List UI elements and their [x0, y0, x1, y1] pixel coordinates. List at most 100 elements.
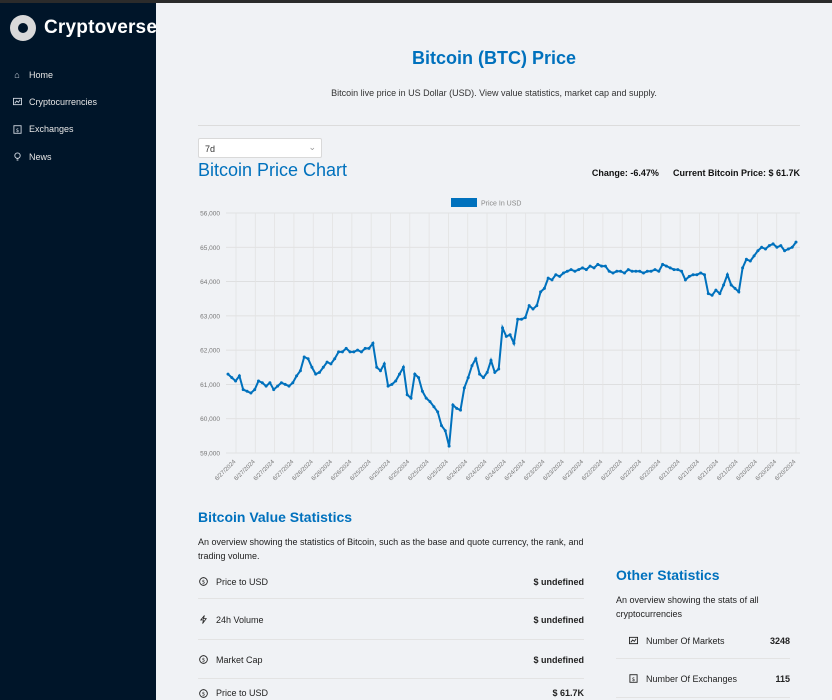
- price-data-point: [668, 266, 672, 270]
- price-data-point: [249, 391, 253, 395]
- price-data-point: [462, 386, 466, 390]
- price-data-point: [356, 348, 360, 352]
- legend-label: Price In USD: [481, 201, 521, 208]
- brand-title[interactable]: Cryptoverse: [44, 17, 158, 38]
- price-data-point: [680, 269, 684, 273]
- fund-icon: [12, 97, 22, 107]
- svg-text:$: $: [201, 691, 204, 697]
- price-data-point: [748, 259, 752, 263]
- current-price: Current Bitcoin Price: $ 61.7K: [672, 168, 800, 178]
- price-data-point: [752, 254, 756, 258]
- price-data-point: [634, 269, 638, 273]
- y-tick-label: 61,000: [200, 382, 220, 389]
- price-data-point: [691, 273, 695, 277]
- price-data-point: [295, 374, 299, 378]
- price-data-point: [592, 266, 596, 270]
- stat-row-price-usd: $ Price to USD $ undefined: [198, 565, 584, 599]
- time-period-select[interactable]: 7d ⌄: [198, 138, 322, 158]
- price-data-point: [619, 269, 623, 273]
- sidebar-item-label: Exchanges: [29, 124, 74, 135]
- sidebar-item-cryptocurrencies[interactable]: Cryptocurrencies: [0, 88, 156, 115]
- price-data-point: [672, 268, 676, 272]
- price-data-point: [562, 271, 565, 275]
- price-data-point: [584, 268, 588, 272]
- money-collect-icon: $: [12, 124, 22, 134]
- price-data-point: [337, 350, 341, 354]
- sidebar-item-exchanges[interactable]: $ Exchanges: [0, 116, 156, 143]
- y-tick-label: 64,000: [200, 279, 220, 286]
- fund-icon: [628, 636, 638, 646]
- value-stats-title: Bitcoin Value Statistics: [198, 509, 353, 525]
- price-data-point: [440, 424, 443, 428]
- price-data-point: [699, 271, 703, 275]
- price-data-point: [253, 388, 257, 392]
- main-content: Bitcoin (BTC) Price Bitcoin live price i…: [156, 3, 832, 700]
- price-data-point: [539, 290, 543, 294]
- chart-stats: Change: -6.47% Current Bitcoin Price: $ …: [592, 168, 800, 178]
- stat-row-number-of-markets: Number Of Markets 3248: [616, 623, 790, 659]
- price-data-point: [489, 358, 493, 362]
- stat-label: Price to USD: [216, 688, 269, 698]
- price-data-point: [375, 365, 379, 369]
- price-data-point: [478, 372, 482, 376]
- dollar-circle-icon: $: [198, 577, 208, 587]
- price-data-point: [283, 382, 287, 386]
- price-data-point: [661, 262, 665, 266]
- price-data-point: [245, 389, 249, 393]
- price-data-point: [321, 365, 325, 369]
- price-data-point: [523, 316, 527, 320]
- price-data-point: [264, 384, 268, 388]
- price-data-point: [390, 382, 394, 386]
- price-data-point: [424, 396, 428, 400]
- price-data-point: [436, 410, 440, 414]
- price-data-point: [703, 273, 706, 277]
- price-data-point: [405, 393, 409, 397]
- price-data-point: [744, 257, 748, 261]
- price-data-point: [276, 384, 280, 388]
- price-data-point: [630, 269, 634, 273]
- price-data-point: [363, 346, 367, 350]
- stat-value: $ undefined: [533, 614, 584, 625]
- chart-title: Bitcoin Price Chart: [198, 160, 348, 180]
- chart-background: [188, 191, 808, 501]
- price-data-point: [287, 384, 291, 388]
- dollar-circle-icon: $: [198, 688, 208, 698]
- price-data-point: [260, 381, 264, 385]
- price-data-point: [558, 274, 562, 278]
- sidebar-item-home[interactable]: ⌂ Home: [0, 61, 156, 88]
- price-data-point: [737, 290, 741, 294]
- price-data-point: [379, 369, 382, 373]
- price-data-point: [291, 381, 295, 385]
- price-data-point: [520, 317, 523, 321]
- stat-label: Price to USD: [216, 576, 269, 587]
- price-data-point: [577, 268, 581, 272]
- svg-text:$: $: [15, 127, 18, 133]
- price-data-point: [481, 376, 485, 380]
- price-data-point: [722, 283, 726, 287]
- price-data-point: [474, 357, 478, 361]
- price-data-point: [638, 269, 642, 273]
- price-data-point: [333, 357, 337, 361]
- price-data-point: [535, 304, 539, 308]
- thunderbolt-icon: [198, 615, 208, 625]
- brand[interactable]: Cryptoverse: [10, 15, 157, 41]
- price-data-point: [394, 379, 398, 383]
- price-data-point: [428, 400, 432, 404]
- price-data-point: [741, 266, 745, 270]
- price-data-point: [279, 381, 283, 385]
- legend-swatch: [451, 198, 477, 207]
- price-data-point: [359, 350, 363, 354]
- sidebar-item-news[interactable]: News: [0, 143, 156, 170]
- price-line-chart: 56,000 65,000 64,000 63,000 62,000 61,000 60,0…: [188, 191, 808, 501]
- stat-label: 24h Volume: [216, 614, 264, 625]
- sidebar-item-label: News: [29, 151, 52, 162]
- sidebar-menu: ⌂ Home Cryptocurrencies $ Exchanges News: [0, 61, 156, 170]
- price-data-point: [596, 262, 600, 266]
- price-data-point: [367, 346, 371, 350]
- y-tick-label: 63,000: [200, 313, 220, 320]
- price-data-point: [226, 372, 230, 376]
- price-data-point: [371, 341, 375, 345]
- price-data-point: [344, 346, 348, 350]
- stat-value: $ undefined: [533, 654, 584, 665]
- price-data-point: [230, 376, 234, 380]
